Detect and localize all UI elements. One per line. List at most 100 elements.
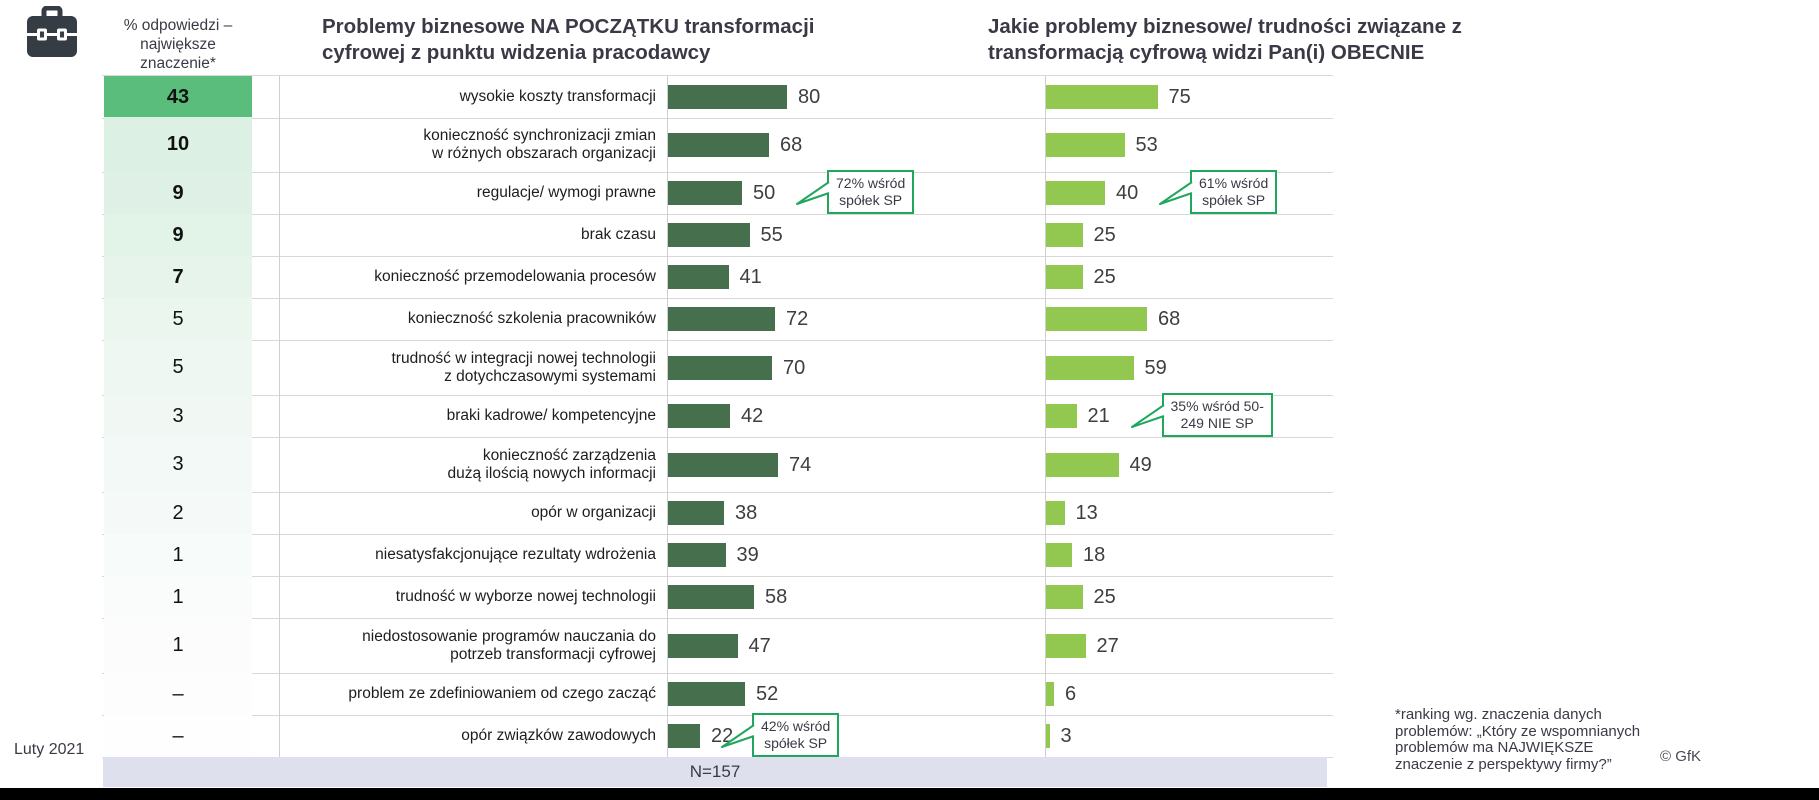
bar-current [1045, 682, 1054, 706]
bar-value-current: 75 [1168, 86, 1191, 108]
bar-value-start: 22 [711, 725, 734, 747]
bar-start [667, 132, 769, 157]
category-label: regulacje/ wymogi prawne [476, 184, 656, 201]
right-chart-axis-line [1045, 75, 1046, 757]
category-label: niesatysfakcjonujące rezultaty wdrożenia [375, 546, 656, 563]
left-chart-axis-line [667, 75, 668, 757]
rank-cell: 5 [104, 298, 252, 340]
chart-title-right: Jakie problemy biznesowe/ trudności zwią… [988, 15, 1462, 64]
bar-current [1045, 543, 1072, 567]
bar-value-current: 68 [1158, 308, 1181, 330]
table-row: 1 trudność w wyborze nowej technologii 58 2… [102, 576, 1333, 619]
bar-value-start: 74 [789, 453, 812, 476]
callout-tail [721, 723, 755, 756]
rank-cell: 3 [104, 437, 252, 492]
rank-cell: 7 [104, 256, 252, 298]
bar-current [1045, 265, 1083, 289]
bar-start [667, 724, 700, 748]
bar-value-start: 80 [798, 86, 821, 108]
rank-cell: 1 [104, 534, 252, 576]
bar-value-current: 3 [1060, 725, 1072, 747]
rank-cell: 5 [104, 340, 252, 395]
rank-cell: 43 [104, 76, 252, 118]
category-label: konieczność synchronizacji zmian w różny… [423, 126, 656, 162]
rank-cell: 10 [104, 117, 252, 172]
table-row: 10 konieczność synchronizacji zmian w róż… [102, 117, 1333, 173]
bar-value-start: 55 [760, 224, 783, 246]
category-label: trudność w integracji nowej technologii … [391, 349, 656, 385]
rank-cell: – [104, 673, 252, 715]
bar-start [667, 585, 754, 609]
bar-start [667, 452, 778, 477]
sample-size-band: N=157 [103, 757, 1327, 787]
bar-start [667, 181, 742, 205]
rank-cell: 9 [104, 214, 252, 256]
chart-title-left: Problemy biznesowe NA POCZĄTKU transform… [322, 15, 815, 64]
bar-current [1045, 355, 1134, 380]
bar-value-current: 25 [1093, 266, 1116, 288]
category-label: opór w organizacji [531, 504, 656, 521]
table-row: – problem ze zdefiniowaniem od czego zacz… [102, 673, 1333, 716]
callout-annotation: 72% wśród spółek SP [827, 170, 915, 214]
callout-annotation: 35% wśród 50- 249 NIE SP [1161, 393, 1273, 437]
rank-cell: 3 [104, 395, 252, 437]
bar-start [667, 682, 745, 706]
table-row: 9 regulacje/ wymogi prawne 50 40 [102, 172, 1333, 215]
table-row: 1 niesatysfakcjonujące rezultaty wdrożeni… [102, 534, 1333, 577]
bar-value-start: 72 [786, 308, 809, 330]
bottom-bar [0, 788, 1819, 800]
bar-start [667, 543, 726, 567]
rank-cell: 9 [104, 172, 252, 214]
bar-value-start: 47 [748, 634, 771, 657]
bar-value-current: 49 [1129, 453, 1152, 476]
bar-current [1045, 501, 1065, 525]
bar-current [1045, 85, 1158, 109]
table-row: 9 brak czasu 55 25 [102, 214, 1333, 257]
bar-start [667, 501, 724, 525]
bar-value-start: 41 [739, 266, 762, 288]
date-label: Luty 2021 [14, 741, 85, 758]
bar-current [1045, 223, 1083, 247]
callout-tail [1159, 180, 1193, 213]
bar-start [667, 633, 738, 658]
rank-cell: 1 [104, 618, 252, 673]
bar-value-current: 40 [1116, 182, 1139, 204]
callout-annotation: 61% wśród spółek SP [1190, 170, 1278, 214]
bar-value-current: 25 [1093, 224, 1116, 246]
bar-start [667, 307, 775, 331]
bar-current [1045, 404, 1077, 428]
bar-current [1045, 132, 1125, 157]
table-row: 5 trudność w integracji nowej technologii… [102, 340, 1333, 396]
category-label: konieczność zarządzenia dużą ilością now… [447, 446, 656, 482]
bar-value-current: 53 [1135, 133, 1158, 156]
table-row: 7 konieczność przemodelowania procesów 41 2… [102, 256, 1333, 299]
bar-value-start: 52 [756, 683, 779, 705]
bar-current [1045, 307, 1147, 331]
category-label: konieczność przemodelowania procesów [374, 268, 656, 285]
bar-value-current: 13 [1075, 502, 1098, 524]
bar-value-start: 50 [753, 182, 776, 204]
bar-value-current: 25 [1093, 586, 1116, 608]
bar-value-current: 27 [1096, 634, 1119, 657]
table-row: – opór związków zawodowych 22 3 [102, 715, 1333, 758]
bar-value-start: 38 [735, 502, 758, 524]
bar-current [1045, 585, 1083, 609]
table-row: 3 braki kadrowe/ kompetencyjne 42 21 [102, 395, 1333, 438]
bar-value-current: 59 [1144, 356, 1167, 379]
category-label: niedostosowanie programów nauczania do p… [362, 627, 656, 663]
category-label: trudność w wyborze nowej technologii [395, 588, 656, 605]
bar-value-start: 68 [780, 133, 803, 156]
table-row: 43 wysokie koszty transformacji 80 75 [102, 75, 1333, 119]
bar-current [1045, 452, 1119, 477]
category-label: opór związków zawodowych [461, 727, 656, 744]
rank-cell: 2 [104, 492, 252, 534]
bar-value-current: 21 [1087, 405, 1110, 427]
callout-tail [796, 180, 830, 213]
bar-value-current: 18 [1083, 544, 1106, 566]
category-label: wysokie koszty transformacji [459, 88, 656, 105]
briefcase-icon [24, 5, 80, 62]
category-label: problem ze zdefiniowaniem od czego zaczą… [348, 685, 656, 702]
bar-value-start: 42 [741, 405, 764, 427]
callout-annotation: 42% wśród spółek SP [752, 713, 840, 757]
table-row: 2 opór w organizacji 38 13 [102, 492, 1333, 535]
